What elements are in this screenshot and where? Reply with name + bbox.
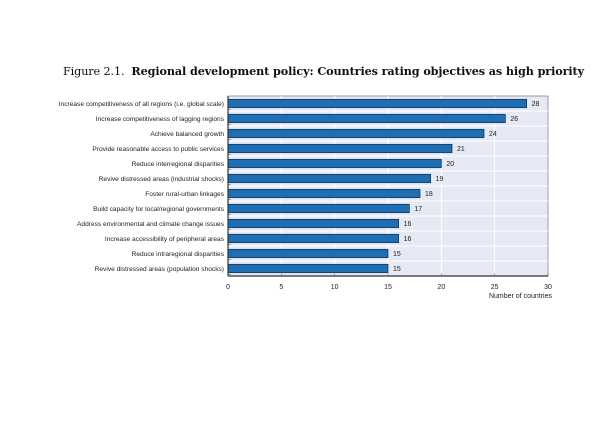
category-label: Address environmental and climate change… [77,221,225,228]
figure-number: Figure 2.1. [63,65,125,78]
data-label: 24 [489,131,497,138]
category-labels: Increase competitiveness of all regions … [59,101,225,273]
figure-title: Figure 2.1. Regional development policy:… [63,64,584,78]
bars [227,98,528,274]
bar [227,203,410,214]
category-label: Reduce intraregional disparities [132,251,225,258]
data-label: 19 [436,176,444,183]
bar [227,128,485,139]
data-label: 20 [446,161,454,168]
category-label: Revive distressed areas (industrial shoc… [99,176,224,183]
bar [227,233,400,244]
bar [227,188,421,199]
data-label: 21 [457,146,465,153]
data-label: 28 [532,101,540,108]
data-label: 16 [404,221,412,228]
category-label: Increase accessibility of peripheral are… [105,236,225,243]
data-label: 16 [404,236,412,243]
x-tick-label: 5 [279,284,283,291]
category-label: Reduce interregional disparities [132,161,225,168]
gridlines [228,96,548,276]
x-axis-label: Number of countries [489,293,553,300]
category-label: Build capacity for local/regional govern… [93,206,225,213]
bar [227,158,442,169]
bar [227,98,528,109]
x-tick-label: 25 [491,284,499,291]
x-tick-label: 20 [437,284,445,291]
x-ticks: 0 5 10 15 20 25 30 [226,273,552,291]
value-labels: 28 26 24 21 20 19 18 17 16 16 15 15 [393,101,540,273]
bar [227,173,432,184]
bar [227,143,453,154]
figure-title-text: Regional development policy: Countries r… [131,64,585,78]
x-tick-label: 10 [331,284,339,291]
x-tick-label: 0 [226,284,230,291]
data-label: 15 [393,251,401,258]
category-label: Increase competitiveness of all regions … [59,101,224,108]
category-label: Revive distressed areas (population shoc… [95,266,224,273]
data-label: 15 [393,266,401,273]
category-label: Increase competitiveness of lagging regi… [96,116,225,123]
bar [227,218,400,229]
data-label: 17 [414,206,422,213]
x-tick-label: 15 [384,284,392,291]
data-label: 18 [425,191,433,198]
category-label: Foster rural-urban linkages [145,191,224,198]
bar [227,263,389,274]
bar [227,248,389,259]
x-tick-label: 30 [544,284,552,291]
category-label: Achieve balanced growth [150,131,224,138]
category-label: Provide reasonable access to public serv… [92,146,224,153]
bar [227,113,506,124]
data-label: 26 [510,116,518,123]
